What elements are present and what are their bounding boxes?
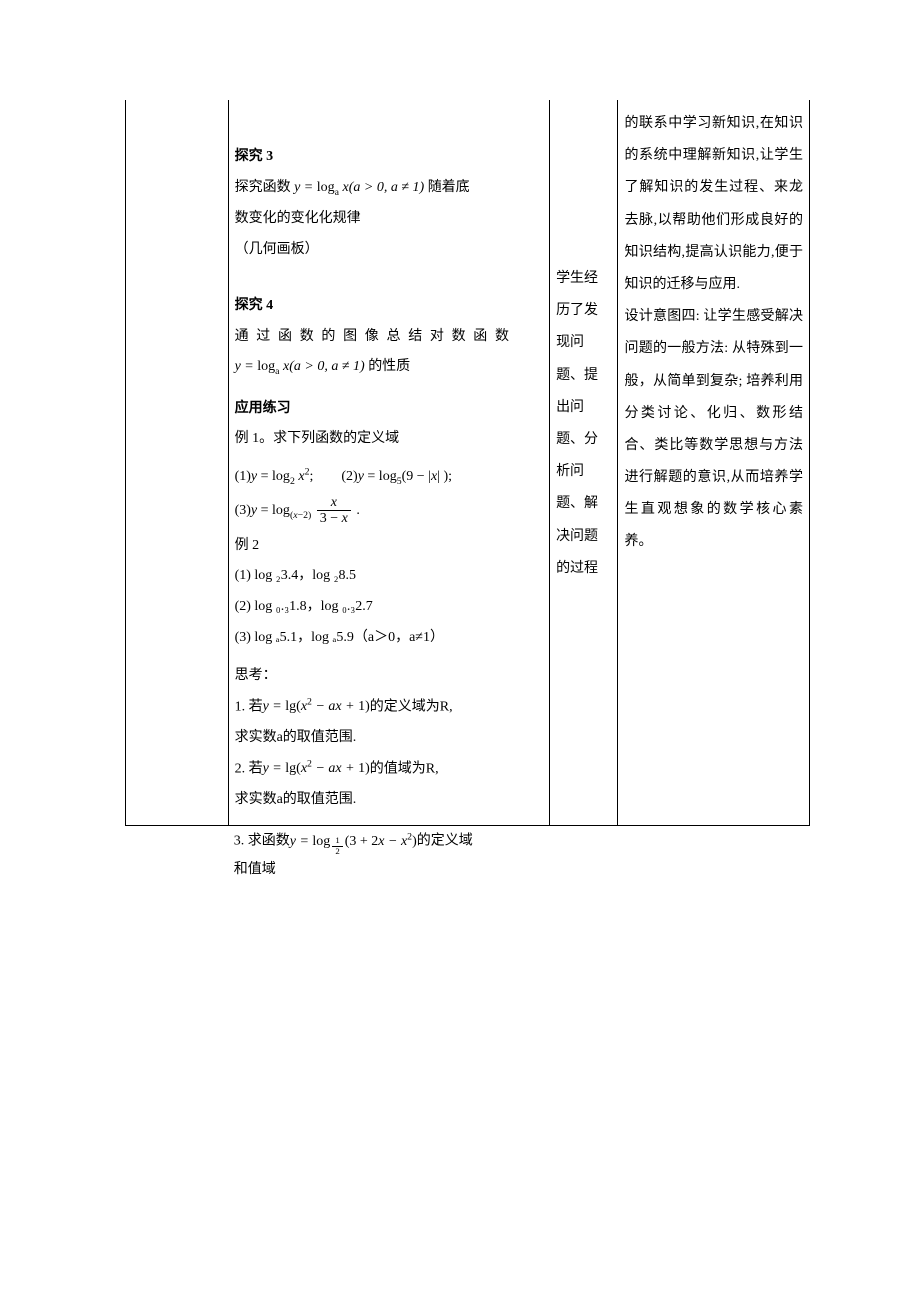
think1b: 求实数a的取值范围. xyxy=(235,725,543,752)
page: 探究 3 探究函数 y = loga x(a > 0, a ≠ 1) 随着底 数… xyxy=(0,0,920,1302)
ex1-math3: (3)y = log(x−2) x3 − x . xyxy=(235,495,543,527)
tantu4-line2: y = loga x(a > 0, a ≠ 1) 的性质 xyxy=(235,354,543,381)
b1-post: 的定义域 xyxy=(417,834,473,849)
tantu3-heading: 探究 3 xyxy=(235,144,543,171)
tantu4: 探究 4 通 过 函 数 的 图 像 总 结 对 数 函 数 y = loga … xyxy=(235,293,543,382)
ex2-label: 例 2 xyxy=(235,533,543,560)
tantu3: 探究 3 探究函数 y = loga x(a > 0, a ≠ 1) 随着底 数… xyxy=(235,144,543,263)
fraction: x3 − x xyxy=(317,495,351,527)
think2a: 2. 若y = lg(x2 − ax + 1)的值域为R, xyxy=(235,756,543,783)
content-table: 探究 3 探究函数 y = loga x(a > 0, a ≠ 1) 随着底 数… xyxy=(125,100,810,826)
col1-content: 探究 3 探究函数 y = loga x(a > 0, a ≠ 1) 随着底 数… xyxy=(235,144,543,813)
tantu3-l1-pre: 探究函数 xyxy=(235,180,295,195)
table-row: 探究 3 探究函数 y = loga x(a > 0, a ≠ 1) 随着底 数… xyxy=(126,100,810,826)
ex2-l3: (3) log ₐ5.1，log ₐ5.9（a＞0，a≠1） xyxy=(235,625,543,652)
b1-pre: 3. 求函数 xyxy=(234,834,290,849)
below-line1: 3. 求函数y = log12(3 + 2x − x2)的定义域 xyxy=(234,828,810,856)
tantu4-line1: 通 过 函 数 的 图 像 总 结 对 数 函 数 xyxy=(235,324,543,351)
think-label: 思考： xyxy=(235,663,543,690)
math-expr: y = lg(x2 − ax + 1) xyxy=(263,699,370,714)
t2a-post: 的值域为R, xyxy=(370,761,439,776)
cell-col1: 探究 3 探究函数 y = loga x(a > 0, a ≠ 1) 随着底 数… xyxy=(228,100,549,826)
t1a-pre: 1. 若 xyxy=(235,699,263,714)
below-table: 3. 求函数y = log12(3 + 2x − x2)的定义域 和值域 xyxy=(228,828,810,883)
math-expr: y = loga x(a > 0, a ≠ 1) xyxy=(294,180,424,195)
t2a-pre: 2. 若 xyxy=(235,761,263,776)
math-expr: (1)y = log2 x2; (2)y = log5(9 − |x| ); xyxy=(235,469,452,484)
tantu4-heading: 探究 4 xyxy=(235,293,543,320)
below-line2: 和值域 xyxy=(234,857,810,884)
apply-heading: 应用练习 xyxy=(235,396,543,423)
ex2-l1: (1) log ₂3.4，log ₂8.5 xyxy=(235,563,543,590)
ex1-math: (1)y = log2 x2; (2)y = log5(9 − |x| ); xyxy=(235,463,543,491)
math-expr: (3)y = log(x−2) xyxy=(235,503,315,518)
tantu3-line1: 探究函数 y = loga x(a > 0, a ≠ 1) 随着底 xyxy=(235,175,543,202)
tantu3-l1-post: 随着底 xyxy=(424,180,470,195)
col2-text: 学生经历了发现问题、提出问题、分析问题、解决问题的过程 xyxy=(556,108,611,585)
math-expr: y = lg(x2 − ax + 1) xyxy=(263,761,370,776)
tantu3-line2: 数变化的变化化规律 xyxy=(235,206,543,233)
cell-col3: 的联系中学习新知识,在知识的系统中理解新知识,让学生了解知识的发生过程、来龙去脉… xyxy=(618,100,810,826)
ex1-label: 例 1。求下列函数的定义域 xyxy=(235,426,543,453)
math-expr: y = log12(3 + 2x − x2) xyxy=(290,834,417,849)
col3-text: 的联系中学习新知识,在知识的系统中理解新知识,让学生了解知识的发生过程、来龙去脉… xyxy=(624,108,803,559)
apply-block: 应用练习 例 1。求下列函数的定义域 (1)y = log2 x2; (2)y … xyxy=(235,396,543,814)
think2b: 求实数a的取值范围. xyxy=(235,787,543,814)
tantu3-line3: （几何画板） xyxy=(235,237,543,264)
math-expr: y = loga x(a > 0, a ≠ 1) xyxy=(235,359,365,374)
cell-col2: 学生经历了发现问题、提出问题、分析问题、解决问题的过程 xyxy=(550,100,618,826)
ex2-l2: (2) log ₀.₃1.8，log ₀.₃2.7 xyxy=(235,594,543,621)
think1a: 1. 若y = lg(x2 − ax + 1)的定义域为R, xyxy=(235,694,543,721)
cell-col0 xyxy=(126,100,229,826)
col3-p1: 的联系中学习新知识,在知识的系统中理解新知识,让学生了解知识的发生过程、来龙去脉… xyxy=(624,108,803,301)
t1a-post: 的定义域为R, xyxy=(370,699,453,714)
col3-p2: 设计意图四: 让学生感受解决问题的一般方法: 从特殊到一般，从简单到复杂; 培养… xyxy=(624,301,803,559)
tantu4-l2-post: 的性质 xyxy=(365,359,411,374)
